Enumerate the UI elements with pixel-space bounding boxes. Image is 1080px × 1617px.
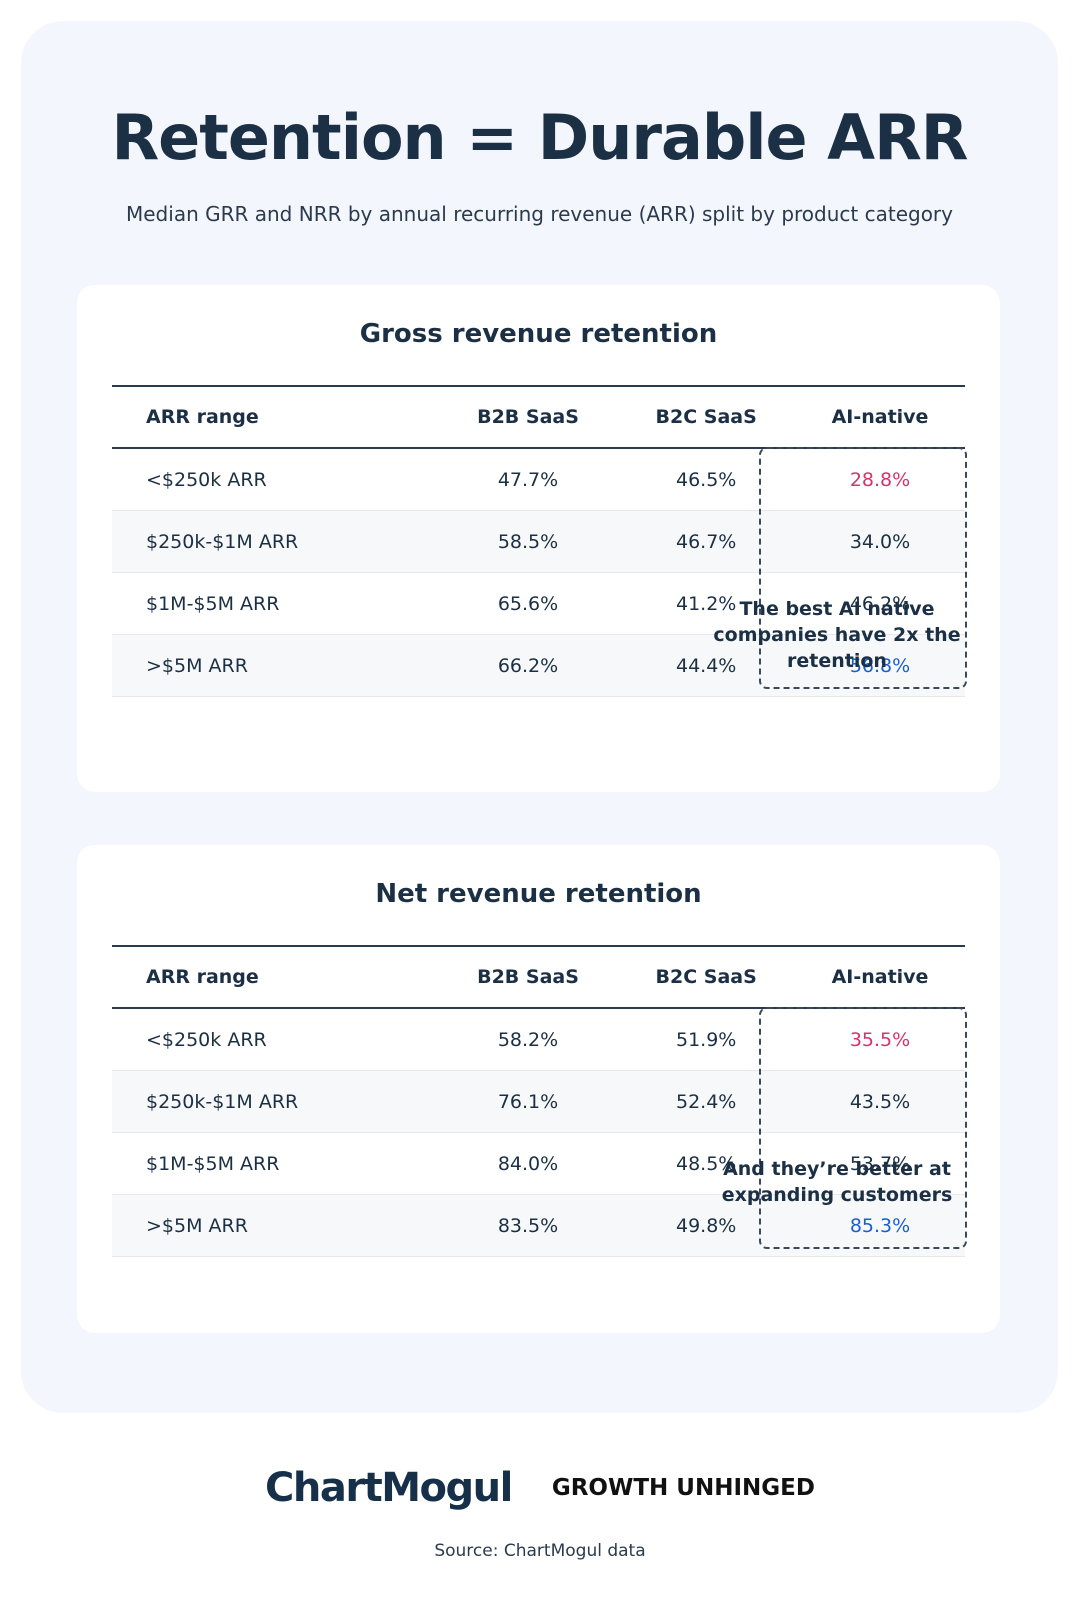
table-body: <$250k ARR 58.2% 51.9% 35.5% $250k-$1M ARR 76… bbox=[112, 1008, 965, 1257]
column-header: B2B SaaS bbox=[438, 945, 618, 1009]
cell: >$5M ARR bbox=[112, 634, 439, 697]
card-title: Net revenue retention bbox=[375, 879, 702, 909]
row: <$250k ARR 47.7% 46.5% 28.8% bbox=[112, 448, 965, 511]
row: $250k-$1M ARR 58.5% 46.7% 34.0% bbox=[112, 510, 965, 573]
cell: 65.6% bbox=[438, 572, 618, 635]
cell: 35.5% bbox=[795, 1008, 965, 1071]
cell: $1M-$5M ARR bbox=[112, 572, 439, 635]
row: >$5M ARR 83.5% 49.8% 85.3% bbox=[112, 1194, 965, 1257]
column-header: B2C SaaS bbox=[617, 945, 796, 1009]
cell: 58.2% bbox=[438, 1008, 618, 1071]
cell: 84.0% bbox=[438, 1132, 618, 1195]
column-header: ARR range bbox=[112, 385, 439, 449]
row: >$5M ARR 66.2% 44.4% 56.8% bbox=[112, 634, 965, 697]
cell: 46.5% bbox=[617, 448, 796, 511]
column-header: AI-native bbox=[795, 945, 965, 1009]
cell: 76.1% bbox=[438, 1070, 618, 1133]
table-card: Net revenue retention ARR range B2B SaaS B2… bbox=[77, 845, 1000, 1333]
table: ARR range B2B SaaS B2C SaaS AI-native <$250k… bbox=[112, 945, 965, 1257]
header-row: ARR range B2B SaaS B2C SaaS AI-native bbox=[112, 945, 965, 1009]
logo: ChartMogul bbox=[265, 1465, 513, 1511]
cell: 28.8% bbox=[795, 448, 965, 511]
cell: 66.2% bbox=[438, 634, 618, 697]
cell: 44.4% bbox=[617, 634, 796, 697]
table-card: Gross revenue retention ARR range B2B SaaS… bbox=[77, 285, 1000, 792]
row: $1M-$5M ARR 84.0% 48.5% 53.7% bbox=[112, 1132, 965, 1195]
cell: 43.5% bbox=[795, 1070, 965, 1133]
cell: $250k-$1M ARR bbox=[112, 510, 439, 573]
cell: $1M-$5M ARR bbox=[112, 1132, 439, 1195]
table-head: ARR range B2B SaaS B2C SaaS AI-native bbox=[112, 945, 965, 1009]
row: <$250k ARR 58.2% 51.9% 35.5% bbox=[112, 1008, 965, 1071]
cell: >$5M ARR bbox=[112, 1194, 439, 1257]
cell: $250k-$1M ARR bbox=[112, 1070, 439, 1133]
title: Retention = Durable ARR bbox=[111, 101, 968, 174]
header-row: ARR range B2B SaaS B2C SaaS AI-native bbox=[112, 385, 965, 449]
table-wrap: ARR range B2B SaaS B2C SaaS AI-native <$250k… bbox=[112, 945, 967, 1257]
note: The best AI native companies have 2x the… bbox=[713, 598, 961, 672]
column-header: B2B SaaS bbox=[438, 385, 618, 449]
cell: <$250k ARR bbox=[112, 448, 439, 511]
logo: GROWTH UNHINGED bbox=[551, 1475, 815, 1501]
cell: 51.9% bbox=[617, 1008, 796, 1071]
table-head: ARR range B2B SaaS B2C SaaS AI-native bbox=[112, 385, 965, 449]
column-header: AI-native bbox=[795, 385, 965, 449]
row: $1M-$5M ARR 65.6% 41.2% 46.2% bbox=[112, 572, 965, 635]
column-header: ARR range bbox=[112, 945, 439, 1009]
cell: 52.4% bbox=[617, 1070, 796, 1133]
cell: 48.5% bbox=[617, 1132, 796, 1195]
subtitle: Median GRR and NRR by annual recurring r… bbox=[126, 202, 953, 226]
cell: 47.7% bbox=[438, 448, 618, 511]
card-title: Gross revenue retention bbox=[359, 319, 718, 349]
cell: 41.2% bbox=[617, 572, 796, 635]
cell: 85.3% bbox=[795, 1194, 965, 1257]
table: ARR range B2B SaaS B2C SaaS AI-native <$250k… bbox=[112, 385, 965, 697]
note: And they’re better at expanding customer… bbox=[721, 1158, 953, 1206]
cell: 56.8% bbox=[795, 634, 965, 697]
table-body: <$250k ARR 47.7% 46.5% 28.8% $250k-$1M ARR 58… bbox=[112, 448, 965, 697]
cell: 83.5% bbox=[438, 1194, 618, 1257]
column-header: B2C SaaS bbox=[617, 385, 796, 449]
panel: Retention = Durable ARR Median GRR and N… bbox=[21, 21, 1058, 1413]
cell: 34.0% bbox=[795, 510, 965, 573]
logos: ChartMogul GROWTH UNHINGED bbox=[0, 1465, 1080, 1511]
source: Source: ChartMogul data bbox=[434, 1541, 646, 1561]
cell: <$250k ARR bbox=[112, 1008, 439, 1071]
cell: 46.2% bbox=[795, 572, 965, 635]
cell: 58.5% bbox=[438, 510, 618, 573]
cell: 53.7% bbox=[795, 1132, 965, 1195]
row: $250k-$1M ARR 76.1% 52.4% 43.5% bbox=[112, 1070, 965, 1133]
cell: 49.8% bbox=[617, 1194, 796, 1257]
cell: 46.7% bbox=[617, 510, 796, 573]
table-wrap: ARR range B2B SaaS B2C SaaS AI-native <$250k… bbox=[112, 385, 967, 697]
